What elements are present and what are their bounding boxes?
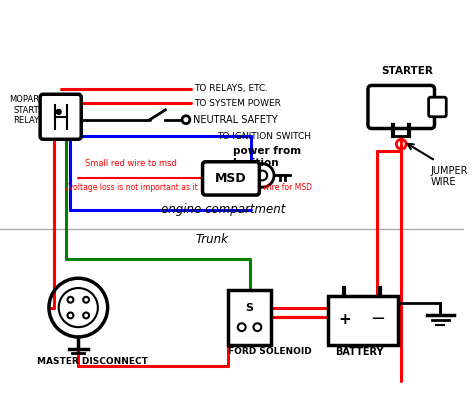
Text: BATTERY: BATTERY (335, 347, 383, 357)
Text: MOPAR
START
RELAY: MOPAR START RELAY (9, 95, 39, 125)
Text: MASTER DISCONNECT: MASTER DISCONNECT (37, 357, 148, 365)
Text: engine compartment: engine compartment (162, 203, 286, 216)
Text: MSD: MSD (215, 172, 247, 185)
Bar (228, 290, 271, 345)
Circle shape (56, 109, 61, 114)
Text: TO RELAYS, ETC.: TO RELAYS, ETC. (194, 84, 268, 93)
FancyBboxPatch shape (428, 97, 446, 117)
Text: NEUTRAL SAFETY: NEUTRAL SAFETY (193, 115, 277, 125)
Text: JUMPER
WIRE: JUMPER WIRE (430, 166, 468, 187)
Text: Trunk: Trunk (196, 233, 228, 246)
Bar (328, 296, 398, 345)
Text: +: + (338, 312, 351, 327)
Text: Small red wire to msd: Small red wire to msd (85, 159, 177, 168)
Text: STARTER: STARTER (382, 66, 434, 76)
Text: /voltage loss is not important as it is only a trigger wire for MSD: /voltage loss is not important as it is … (65, 183, 311, 192)
FancyBboxPatch shape (368, 85, 435, 128)
Text: S: S (246, 303, 254, 312)
Text: FORD SOLENOID: FORD SOLENOID (228, 347, 312, 356)
Text: TO IGNITION SWITCH: TO IGNITION SWITCH (217, 132, 311, 141)
FancyBboxPatch shape (40, 94, 81, 139)
Text: −: − (370, 310, 385, 328)
Text: TO SYSTEM POWER: TO SYSTEM POWER (194, 99, 281, 107)
Text: power from
Ignition: power from Ignition (233, 146, 301, 168)
FancyBboxPatch shape (202, 162, 259, 195)
